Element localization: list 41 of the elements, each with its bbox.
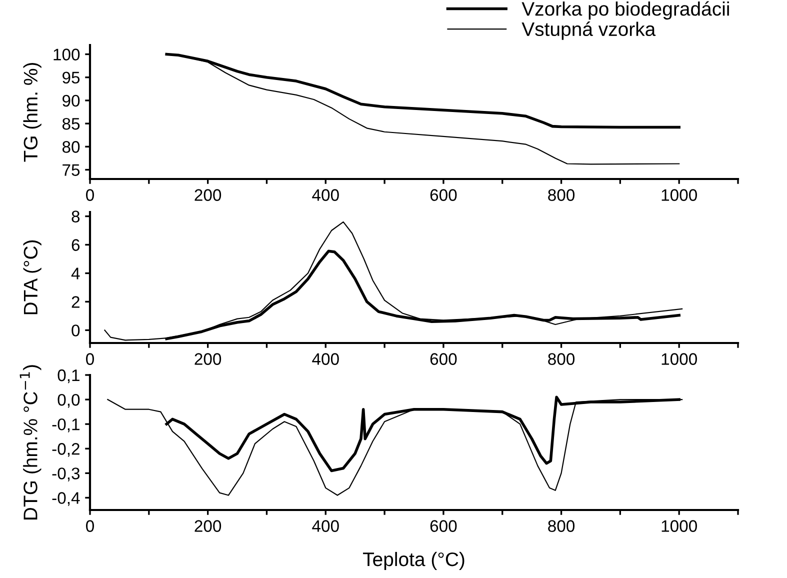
x-tick-label: 400 xyxy=(312,189,339,201)
x-tick-label: 200 xyxy=(194,520,222,532)
x-tick-label: 800 xyxy=(548,353,575,365)
x-tick-label: 600 xyxy=(430,189,457,201)
y-axis-title: DTA (°C) xyxy=(23,240,42,314)
y-tick-label: 0,1 xyxy=(58,369,80,384)
y-tick-label: 0,0 xyxy=(58,394,80,408)
y-tick-label: -0,3 xyxy=(52,468,80,482)
legend-label: Vstupná vzorka xyxy=(522,22,656,40)
x-tick-label: 200 xyxy=(194,189,222,201)
y-tick-label: 2 xyxy=(72,296,80,308)
y-tick-label: 8 xyxy=(72,210,80,222)
y-tick-label: -0,4 xyxy=(52,492,80,506)
x-tick-label: 800 xyxy=(548,189,575,201)
y-tick-label: 75 xyxy=(62,164,80,176)
x-tick-label: 600 xyxy=(430,353,457,365)
legend-label: Vzorka po biodegradácii xyxy=(522,1,729,20)
x-tick-label: 0 xyxy=(86,353,94,365)
y-tick-label: 0 xyxy=(72,324,80,336)
y-tick-label: 100 xyxy=(54,48,80,60)
x-tick-label: 1000 xyxy=(662,353,697,365)
y-tick-label: 4 xyxy=(71,268,80,280)
y-tick-label: 80 xyxy=(62,141,80,153)
x-tick-label: 0 xyxy=(86,520,94,532)
x-tick-label: 200 xyxy=(194,353,222,365)
x-tick-label: 400 xyxy=(312,520,339,532)
y-tick-label: 6 xyxy=(72,239,80,251)
x-tick-label: 0 xyxy=(86,189,94,201)
y-axis-title: TG (hm. %) xyxy=(23,62,42,162)
x-tick-label: 1000 xyxy=(662,189,697,201)
y-tick-label: 90 xyxy=(62,94,80,107)
y-tick-label: -0,1 xyxy=(52,418,80,432)
y-axis-title: DTG (hm.% °C$^{−1}$) xyxy=(20,365,42,520)
x-tick-label: 800 xyxy=(548,520,575,532)
y-tick-label: 95 xyxy=(62,72,80,84)
x-tick-label: 1000 xyxy=(662,520,697,532)
y-tick-label: 85 xyxy=(62,118,80,130)
x-axis-title: Teplota (°C) xyxy=(363,552,464,570)
y-tick-label: -0,2 xyxy=(52,443,80,457)
x-tick-label: 600 xyxy=(430,520,457,532)
x-tick-label: 400 xyxy=(312,353,339,365)
